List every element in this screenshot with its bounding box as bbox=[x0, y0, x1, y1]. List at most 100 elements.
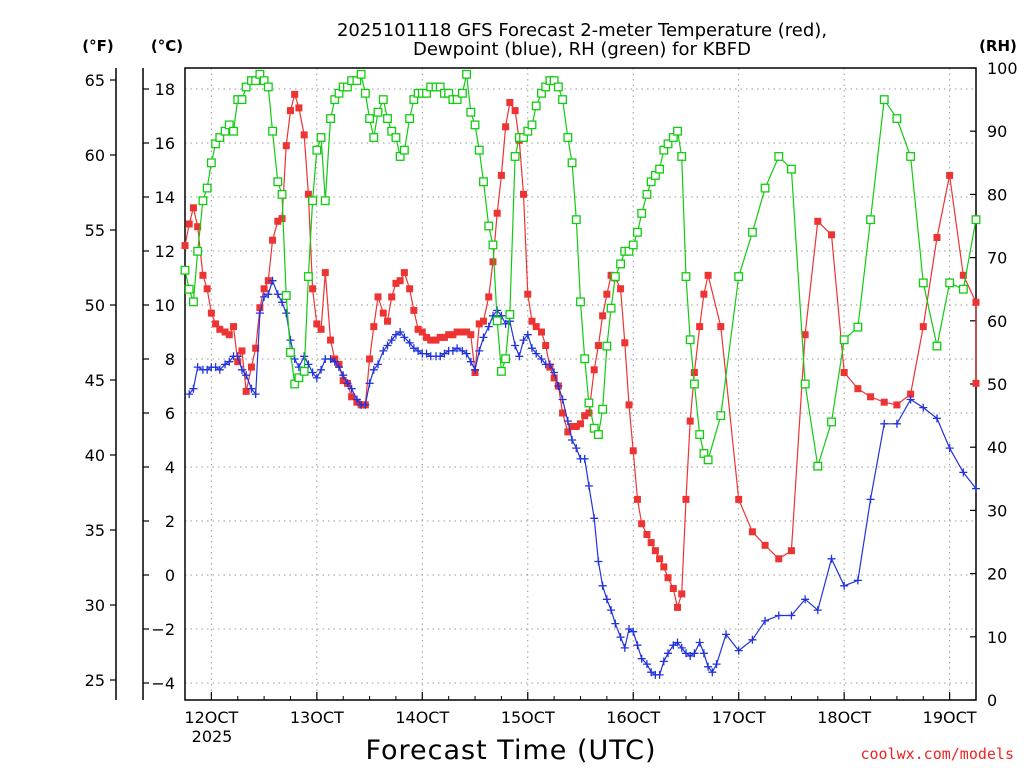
rh-point bbox=[906, 152, 916, 161]
rh-point bbox=[853, 322, 863, 332]
dewpoint-point bbox=[396, 328, 405, 336]
temperature-point bbox=[933, 234, 941, 241]
rh-point bbox=[268, 126, 277, 136]
temperature-point bbox=[449, 331, 457, 339]
dewpoint-point bbox=[448, 346, 457, 355]
fahrenheit-tick-label: 25 bbox=[85, 671, 105, 690]
temperature-point bbox=[181, 242, 189, 250]
dewpoint-point bbox=[523, 330, 532, 339]
rh-point bbox=[918, 278, 928, 288]
temperature-point bbox=[212, 320, 220, 328]
dewpoint-point bbox=[866, 495, 875, 504]
dewpoint-point bbox=[436, 352, 445, 361]
dewpoint-point bbox=[945, 444, 954, 453]
dewpoint-point bbox=[264, 290, 273, 299]
rh-point bbox=[399, 145, 409, 155]
rh-point bbox=[576, 297, 585, 307]
temperature-point bbox=[787, 547, 795, 555]
rh-point bbox=[241, 82, 251, 92]
temperature-point bbox=[199, 271, 207, 279]
temperature-point bbox=[735, 495, 743, 503]
rh-point bbox=[188, 297, 198, 307]
rh-point bbox=[479, 177, 488, 187]
temperature-point bbox=[621, 339, 629, 347]
rh-point bbox=[932, 341, 942, 351]
celsius-unit-label: (°C) bbox=[151, 37, 183, 55]
rh-axis: 0 10 20 30 40 50 60 70 80 90 100 bbox=[970, 59, 1018, 710]
fahrenheit-tick-label: 60 bbox=[85, 146, 105, 165]
temperature-point bbox=[647, 539, 655, 547]
temperature-point bbox=[682, 495, 690, 503]
dewpoint-point bbox=[572, 444, 581, 453]
rh-point bbox=[695, 430, 705, 440]
dewpoint-point bbox=[664, 649, 673, 658]
rh-point bbox=[496, 366, 506, 376]
fahrenheit-tick-label: 65 bbox=[85, 71, 105, 90]
dewpoint-point bbox=[647, 668, 656, 677]
dewpoint-point bbox=[761, 616, 770, 625]
temperature-point bbox=[383, 317, 391, 325]
temperature-point bbox=[309, 285, 317, 293]
dewpoint-point bbox=[462, 349, 471, 358]
dewpoint-point bbox=[637, 654, 646, 663]
dewpoint-point bbox=[932, 414, 941, 423]
x-tick-label: 13OCT bbox=[290, 708, 344, 727]
dewpoint-point bbox=[511, 341, 520, 350]
dewpoint-point bbox=[625, 625, 634, 633]
dewpoint-point bbox=[466, 357, 475, 366]
rh-point bbox=[527, 120, 537, 130]
temperature-point bbox=[643, 531, 651, 538]
dewpoint-point bbox=[598, 581, 607, 590]
rh-point bbox=[892, 114, 902, 124]
temperature-point bbox=[400, 269, 408, 277]
rh-point bbox=[286, 347, 295, 357]
rh-point bbox=[360, 88, 370, 98]
temperature-point bbox=[264, 277, 272, 285]
celsius-tick-label: −2 bbox=[151, 620, 175, 639]
temperature-point bbox=[291, 90, 299, 98]
dewpoint-point bbox=[409, 344, 418, 353]
rh-point bbox=[308, 196, 318, 206]
temperature-point bbox=[700, 290, 708, 298]
dewpoint-point bbox=[827, 554, 836, 563]
rh-point bbox=[571, 215, 581, 225]
temperature-point bbox=[374, 293, 382, 301]
rh-point bbox=[263, 82, 273, 92]
rh-point bbox=[531, 101, 541, 111]
temperature-point bbox=[242, 387, 250, 395]
dewpoint-point bbox=[312, 373, 321, 382]
temperature-point bbox=[775, 555, 783, 563]
temperature-point bbox=[388, 293, 396, 301]
rh-point bbox=[958, 284, 968, 294]
rh-point bbox=[839, 335, 849, 345]
dewpoint-point bbox=[383, 341, 392, 350]
dewpoint-point bbox=[233, 352, 242, 361]
rh-point bbox=[558, 95, 568, 105]
rh-point bbox=[281, 291, 291, 300]
rh-point bbox=[703, 455, 713, 465]
rh-point bbox=[206, 158, 216, 168]
temperature-point bbox=[225, 331, 233, 339]
dewpoint-point bbox=[471, 365, 480, 374]
temperature-point bbox=[828, 231, 836, 239]
dewpoint-point bbox=[527, 344, 536, 353]
rh-tick-label: 10 bbox=[987, 628, 1007, 647]
x-tick-label: 15OCT bbox=[501, 708, 555, 727]
celsius-axis: −4 −2 0 2 4 6 8 10 12 14 16 18 bbox=[142, 68, 175, 700]
x-tick-label: 19OCT bbox=[923, 708, 977, 727]
temperature-point bbox=[669, 585, 677, 592]
rh-point bbox=[273, 177, 283, 187]
rh-point bbox=[462, 69, 472, 79]
temperature-point bbox=[282, 142, 290, 150]
dewpoint-point bbox=[607, 606, 616, 615]
temperature-point bbox=[893, 401, 901, 409]
dewpoint-point bbox=[699, 649, 708, 658]
dewpoint-point bbox=[708, 668, 717, 677]
temperature-point bbox=[423, 333, 431, 341]
time-axis: 12OCT 13OCT 14OCT 15OCT 16OCT 17OCT 18OCT 19OCT bbox=[184, 692, 977, 727]
temperature-point bbox=[696, 323, 704, 331]
dewpoint-point bbox=[532, 349, 541, 358]
rh-tick-label: 80 bbox=[987, 185, 1007, 204]
rh-series bbox=[180, 69, 981, 471]
temperature-point bbox=[406, 285, 414, 293]
